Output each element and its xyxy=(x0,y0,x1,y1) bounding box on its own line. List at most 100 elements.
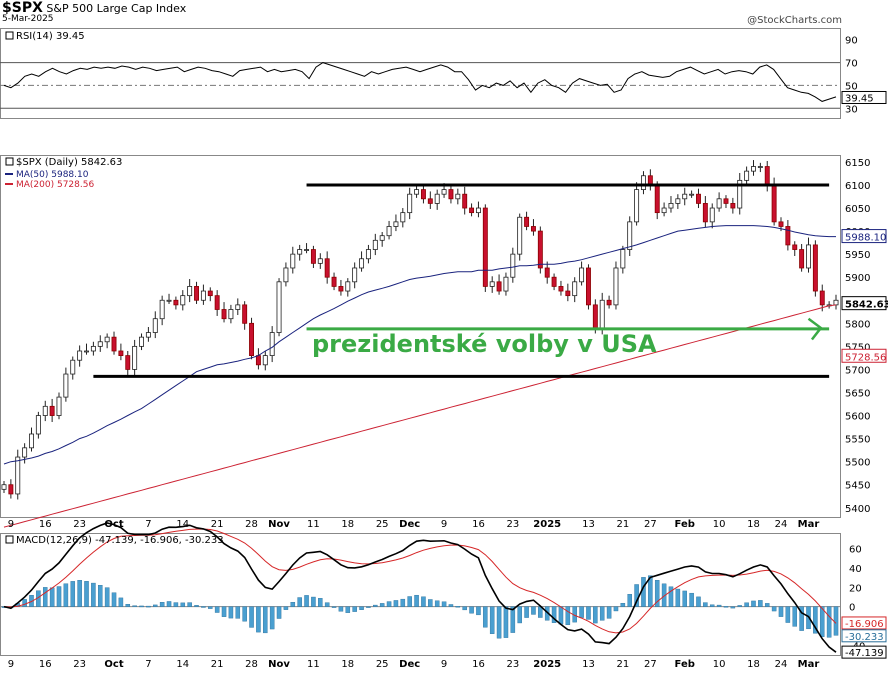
macd-histogram-bar xyxy=(764,603,770,607)
candle-body xyxy=(228,309,234,320)
macd-histogram-bar xyxy=(311,596,316,607)
candle-body xyxy=(359,258,365,269)
macd-x-label: 27 xyxy=(644,659,657,670)
price-tick-label: 5600 xyxy=(845,412,870,423)
macd-histogram-bar xyxy=(517,606,522,624)
price-x-label: 9 xyxy=(8,519,14,530)
macd-histogram-bar xyxy=(249,606,254,628)
candle-body xyxy=(407,193,413,214)
candle-body xyxy=(634,189,640,223)
macd-histogram-bar xyxy=(56,586,62,607)
candle-body xyxy=(819,290,825,306)
macd-histogram-bar xyxy=(153,604,158,607)
candle-body xyxy=(393,221,399,227)
candle-body xyxy=(702,203,708,223)
candle-body xyxy=(661,207,667,214)
macd-x-label: 23 xyxy=(73,659,86,670)
macd-histogram-bar xyxy=(235,606,241,619)
candle-body xyxy=(812,244,818,292)
price-tick-label: 6150 xyxy=(845,158,870,169)
candle-body xyxy=(104,336,110,343)
macd-x-label: 18 xyxy=(747,659,760,670)
macd-histogram-bar xyxy=(214,606,220,613)
candle-body xyxy=(517,216,523,255)
candle-body xyxy=(537,230,543,269)
candle-body xyxy=(448,189,454,200)
candle-body xyxy=(331,276,337,287)
credit: @StockCharts.com xyxy=(747,15,842,26)
macd-x-label: 24 xyxy=(775,659,788,670)
candle-body xyxy=(723,198,729,204)
candle-body xyxy=(737,179,743,209)
candle-body xyxy=(778,221,784,227)
macd-tick-label: 40 xyxy=(849,564,862,575)
macd-histogram-bar xyxy=(675,588,681,607)
macd-x-label: Mar xyxy=(798,659,820,670)
macd-tick-label: 0 xyxy=(849,603,855,614)
macd-histogram-bar xyxy=(682,590,687,607)
candle-body xyxy=(627,221,633,250)
macd-histogram-bar xyxy=(668,586,674,607)
macd-histogram-bar xyxy=(778,606,784,617)
macd-histogram-bar xyxy=(496,606,502,639)
macd-histogram-bar xyxy=(77,580,82,607)
macd-histogram-bar xyxy=(434,600,440,607)
candle-body xyxy=(503,276,509,292)
ma50-line xyxy=(3,225,836,465)
macd-histogram-bar xyxy=(771,606,777,612)
candle-body xyxy=(668,203,674,209)
macd-histogram-bar xyxy=(111,592,117,607)
macd-histogram-bar xyxy=(407,596,412,607)
macd-x-label: 16 xyxy=(39,659,52,670)
macd-histogram-bar xyxy=(483,606,488,628)
macd-histogram-bar xyxy=(737,605,742,607)
macd-x-label: 28 xyxy=(245,659,258,670)
candle-body xyxy=(510,253,516,278)
candle-body xyxy=(118,350,124,356)
macd-histogram-bar xyxy=(91,582,96,607)
candle-body xyxy=(682,193,688,200)
ma200-line xyxy=(3,304,837,528)
macd-x-label: Feb xyxy=(675,659,695,670)
macd-histogram-bar xyxy=(599,606,605,621)
macd-histogram-bar xyxy=(159,602,165,607)
macd-hist-last-box-text: -30.233 xyxy=(845,632,884,643)
macd-histogram-bar xyxy=(476,606,481,616)
macd-histogram-bar xyxy=(208,606,213,609)
candle-body xyxy=(455,193,461,200)
macd-histogram-bar xyxy=(63,583,69,607)
candle-body xyxy=(372,239,378,250)
rsi-label: RSI(14) 39.45 xyxy=(16,31,85,42)
macd-histogram-bar xyxy=(730,606,736,609)
candle-body xyxy=(352,267,358,283)
candle-body xyxy=(709,207,715,223)
macd-histogram-bar xyxy=(703,602,708,607)
macd-histogram-bar xyxy=(256,606,261,633)
candle-body xyxy=(592,304,598,329)
macd-histogram-bar xyxy=(22,599,27,607)
ma50-last-box-text: 5988.10 xyxy=(845,233,886,244)
candle-body xyxy=(90,345,96,352)
macd-histogram-bar xyxy=(723,606,729,608)
macd-histogram-bar xyxy=(524,606,529,618)
macd-histogram-bar xyxy=(98,585,103,607)
candle-body xyxy=(49,405,55,416)
macd-signal-last-box-text: -16.906 xyxy=(845,619,884,630)
macd-histogram-bar xyxy=(201,606,206,608)
macd-histogram-bar xyxy=(744,602,749,607)
macd-histogram-bar xyxy=(70,581,76,607)
macd-histogram-bar xyxy=(125,604,131,607)
candle-body xyxy=(434,193,440,204)
price-x-label: 23 xyxy=(73,519,86,530)
macd-histogram-bar xyxy=(758,600,763,607)
candle-body xyxy=(304,249,310,251)
candle-body xyxy=(152,318,158,333)
macd-histogram-bar xyxy=(104,587,110,607)
price-tick-label: 5550 xyxy=(845,435,870,446)
price-x-label: 18 xyxy=(747,519,760,530)
price-x-label: 23 xyxy=(506,519,519,530)
candle-body xyxy=(187,286,193,297)
price-last-box xyxy=(841,296,887,311)
macd-x-label: Oct xyxy=(104,659,123,670)
